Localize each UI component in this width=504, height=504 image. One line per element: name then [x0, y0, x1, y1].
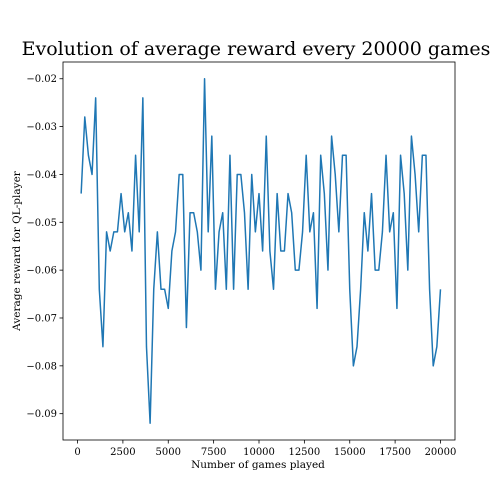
- plot-area: 0 2500 5000 7500 10000 12500 15000 17500 20000 −0…: [26, 61, 457, 458]
- x-tick-label: 0: [74, 447, 80, 458]
- x-tick-label: 15000: [334, 447, 366, 458]
- x-axis-label: Number of games played: [191, 459, 325, 471]
- x-tick-label: 10000: [243, 447, 275, 458]
- y-tick-label: −0.06: [26, 266, 57, 277]
- x-tick-label: 2500: [110, 447, 135, 458]
- y-tick-label: −0.05: [26, 218, 57, 229]
- y-tick-label: −0.03: [26, 122, 57, 133]
- x-tick-label: 17500: [379, 447, 411, 458]
- y-tick-label: −0.09: [26, 409, 57, 420]
- y-tick-label: −0.04: [26, 170, 57, 181]
- y-tick-label: −0.08: [26, 361, 57, 372]
- y-tick-label: −0.07: [26, 313, 57, 324]
- plot-frame: [62, 61, 456, 441]
- series-line-0: [80, 78, 442, 424]
- x-tick-label: 5000: [156, 447, 181, 458]
- x-tick-label: 12500: [288, 447, 320, 458]
- chart-title: Evolution of average reward every 20000 …: [22, 38, 491, 60]
- y-axis-label: Average reward for QL-player: [11, 170, 23, 332]
- x-tick-label: 7500: [201, 447, 226, 458]
- x-tick-label: 20000: [425, 447, 457, 458]
- y-tick-label: −0.02: [26, 74, 57, 85]
